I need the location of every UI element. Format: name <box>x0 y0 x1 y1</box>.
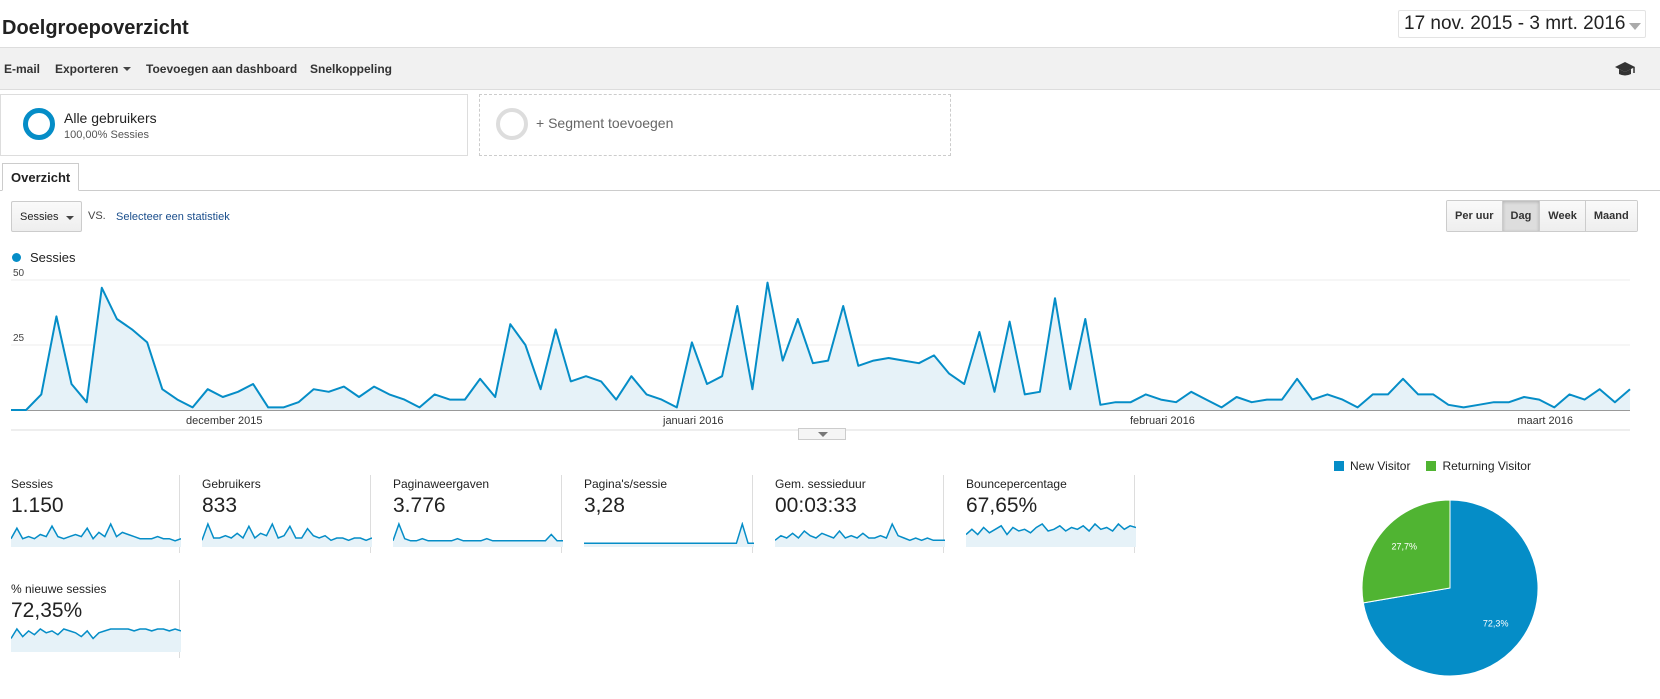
scorecard-pageviews[interactable]: Paginaweergaven 3.776 <box>382 475 563 553</box>
graduation-cap-icon[interactable] <box>1614 60 1636 78</box>
scorecard-value: 833 <box>202 494 238 517</box>
pie-label-new: 72,3% <box>1483 619 1509 629</box>
scorecard-label: Gebruikers <box>202 477 261 491</box>
sparkline-line <box>393 522 563 542</box>
sparkline-line <box>775 522 945 542</box>
pie-legend-item-new[interactable]: New Visitor <box>1334 459 1410 473</box>
sparkline-line <box>584 522 754 545</box>
add-segment-button[interactable]: + Segment toevoegen <box>479 94 951 156</box>
sparkline-area <box>11 629 181 652</box>
x-label-december: december 2015 <box>186 415 262 427</box>
sparkline <box>966 522 1136 547</box>
export-label: Exporteren <box>55 62 119 76</box>
y-tick-50: 50 <box>13 268 25 279</box>
scorecard-value: 72,35% <box>11 599 83 622</box>
scorecard-label: % nieuwe sessies <box>11 582 107 596</box>
pie-legend-label: Returning Visitor <box>1442 459 1531 473</box>
pie-legend: New Visitor Returning Visitor <box>1334 459 1531 473</box>
scorecard-value: 00:03:33 <box>775 494 857 517</box>
legend-series-label: Sessies <box>30 250 76 265</box>
sparkline <box>584 522 754 547</box>
sparkline-line <box>966 522 1136 536</box>
scorecard-value: 3.776 <box>393 494 446 517</box>
legend-marker-icon <box>12 253 21 262</box>
sparkline-area <box>966 524 1136 547</box>
x-label-januari: januari 2016 <box>662 415 724 427</box>
sparkline <box>393 522 563 547</box>
report-toolbar: E-mail Exporteren Toevoegen aan dashboar… <box>0 47 1660 90</box>
pie-legend-item-returning[interactable]: Returning Visitor <box>1426 459 1531 473</box>
legend-swatch-icon <box>1334 461 1344 471</box>
sparkline-area <box>202 524 372 547</box>
granularity-day-button[interactable]: Dag <box>1501 201 1540 231</box>
segment-all-users[interactable]: Alle gebruikers 100,00% Sessies <box>0 94 468 156</box>
tab-divider <box>0 190 1660 191</box>
scorecard-value: 1.150 <box>11 494 64 517</box>
segment-placeholder-icon <box>496 108 528 140</box>
segment-name: Alle gebruikers <box>64 110 157 126</box>
sessions-area <box>11 282 1630 410</box>
scorecard-label: Gem. sessieduur <box>775 477 866 491</box>
scorecard-label: Bouncepercentage <box>966 477 1067 491</box>
date-range-text: 17 nov. 2015 - 3 mrt. 2016 <box>1404 13 1626 34</box>
legend-swatch-icon <box>1426 461 1437 471</box>
x-label-februari: februari 2016 <box>1130 415 1195 427</box>
sparkline-line <box>11 627 181 640</box>
add-segment-label: + Segment toevoegen <box>536 115 674 131</box>
scorecard-label: Paginaweergaven <box>393 477 490 491</box>
sparkline-area <box>775 524 945 547</box>
segment-ring-icon <box>23 108 55 140</box>
tab-overview[interactable]: Overzicht <box>2 163 80 191</box>
date-range-picker[interactable]: 17 nov. 2015 - 3 mrt. 2016 <box>1398 10 1646 38</box>
page-title: Doelgroepoverzicht <box>2 17 189 39</box>
add-to-dashboard-button[interactable]: Toevoegen aan dashboard <box>146 62 298 76</box>
chevron-down-icon <box>66 216 74 220</box>
scorecard-label: Sessies <box>11 477 54 491</box>
chevron-down-icon <box>818 432 828 437</box>
visitor-type-pie: 72,3% 27,7% <box>1361 499 1539 677</box>
scorecard-users[interactable]: Gebruikers 833 <box>191 475 372 553</box>
sparkline <box>11 522 181 547</box>
granularity-week-button[interactable]: Week <box>1539 201 1585 231</box>
scorecard-bounce-rate[interactable]: Bouncepercentage 67,65% <box>955 475 1136 553</box>
sessions-line <box>11 281 1631 411</box>
granularity-month-button[interactable]: Maand <box>1584 201 1637 231</box>
chart-collapse-handle[interactable] <box>798 428 846 440</box>
scorecard-label: Pagina's/sessie <box>584 477 668 491</box>
granularity-hour-button[interactable]: Per uur <box>1447 201 1502 231</box>
email-button[interactable]: E-mail <box>4 62 41 76</box>
scorecard-new-sessions[interactable]: % nieuwe sessies 72,35% <box>0 580 181 658</box>
scorecard-sessions[interactable]: Sessies 1.150 <box>0 475 181 553</box>
sparkline <box>11 627 181 652</box>
sparkline <box>775 522 945 547</box>
scorecard-pages-per-session[interactable]: Pagina's/sessie 3,28 <box>573 475 754 553</box>
pie-legend-label: New Visitor <box>1350 459 1411 473</box>
export-button[interactable]: Exporteren <box>55 62 132 76</box>
select-metric-link[interactable]: Selecteer een statistiek <box>116 211 230 223</box>
pie-slice-new-visitor[interactable] <box>1362 499 1539 677</box>
sparkline-line <box>202 522 372 542</box>
y-tick-25: 25 <box>13 333 25 344</box>
granularity-toggle: Per uur Dag Week Maand <box>1446 200 1638 232</box>
sparkline <box>202 522 372 547</box>
chevron-down-icon <box>1629 23 1641 30</box>
metric-select[interactable]: Sessies <box>11 201 82 232</box>
segment-share: 100,00% Sessies <box>64 129 149 141</box>
scorecard-value: 67,65% <box>966 494 1038 517</box>
sparkline-area <box>584 524 754 547</box>
sparkline-area <box>393 524 563 547</box>
scorecard-value: 3,28 <box>584 494 625 517</box>
sessions-chart: 50 25 december 2015 januari 2016 februar… <box>11 268 1631 431</box>
pie-label-returning: 27,7% <box>1392 541 1418 551</box>
shortcut-button[interactable]: Snelkoppeling <box>310 62 393 76</box>
metric-select-value: Sessies <box>20 211 59 223</box>
sparkline-line <box>11 522 181 542</box>
vs-label: VS. <box>88 210 106 222</box>
chevron-down-icon <box>123 66 132 71</box>
pie-slice-returning-visitor[interactable] <box>1361 499 1451 604</box>
x-label-maart: maart 2016 <box>1517 415 1573 427</box>
scorecard-avg-session-duration[interactable]: Gem. sessieduur 00:03:33 <box>764 475 945 553</box>
